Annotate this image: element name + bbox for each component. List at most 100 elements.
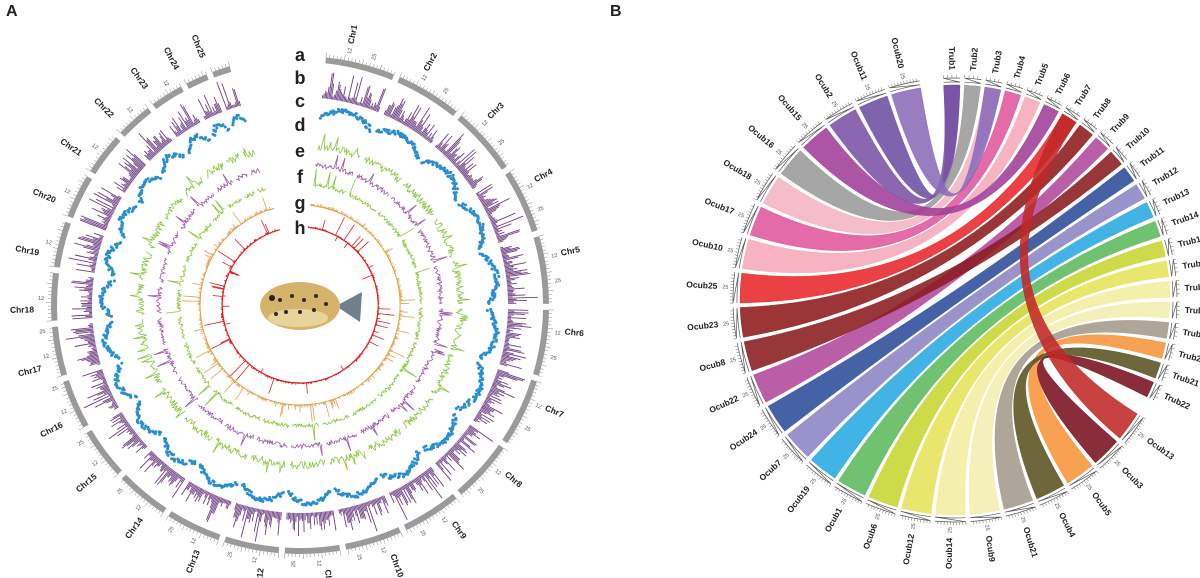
scale-ticks: [1161, 217, 1169, 231]
track-line: [225, 152, 240, 164]
chromosome-label: Ocub5: [1090, 490, 1114, 518]
track-g: [318, 396, 341, 418]
chromosome-label: Ocub7: [757, 457, 783, 482]
scale-ticks: [45, 52, 555, 560]
track-line: [349, 178, 377, 212]
track-g: [203, 250, 215, 270]
scale-label: 12: [161, 79, 169, 87]
chromosome-outline: [1037, 487, 1068, 506]
track-line: [234, 406, 260, 421]
chromosome-outline: [1045, 97, 1063, 110]
fish-spot: [298, 310, 302, 314]
chromosome-outline: [1138, 180, 1151, 198]
scale-label: 25: [355, 554, 362, 561]
track-line: [185, 175, 203, 197]
chromosome-outline: [1171, 301, 1178, 319]
track-h: [234, 239, 253, 251]
scale-label: 25: [537, 206, 545, 214]
chromosome-outline: [743, 203, 759, 235]
track-line: [133, 319, 149, 353]
track-g: [195, 336, 213, 359]
chromosome-label: Chr5: [560, 244, 581, 258]
scale-label: 25: [227, 551, 234, 559]
scale-ticks: [1046, 95, 1061, 104]
scale-ticks: [1008, 506, 1037, 519]
chromosome-band: [120, 107, 152, 137]
chromosome-label: Ocub9: [984, 535, 998, 563]
track-line: [184, 417, 213, 442]
track-g: [383, 335, 405, 363]
track-line: [141, 221, 166, 249]
track-g: [232, 211, 253, 225]
track-line: [262, 418, 290, 429]
scale-label: 25: [476, 487, 485, 496]
chromosome-outline: [1112, 146, 1128, 163]
chromosome-label: Ocub11: [849, 49, 870, 81]
synteny-ribbon: [743, 151, 1122, 371]
chromosome-outline: [1025, 89, 1043, 101]
chromosome-label: Chr24: [162, 45, 182, 71]
synteny-ribbon: [753, 137, 1109, 403]
scale-label: 25: [910, 523, 917, 530]
chromosome-label: Ocub10: [691, 237, 724, 254]
chromosome-label: Ocub1: [823, 506, 845, 534]
chromosome-outline: [1069, 467, 1097, 490]
chromosome-label: Trub10: [1124, 125, 1152, 151]
chromosome-band: [152, 86, 184, 110]
chromosome-label: Trub7: [1073, 82, 1094, 107]
chromosome-label: Ocub18: [722, 157, 754, 182]
track-line: [434, 218, 455, 258]
chromosome-outline: [735, 237, 747, 269]
scale-ticks: [1174, 322, 1179, 337]
chromosome-label: Ocub13: [1145, 435, 1176, 462]
fish-spot: [312, 308, 316, 312]
synteny-ribbon: [739, 124, 1093, 338]
track-g: [340, 210, 367, 228]
track-line: [329, 449, 366, 471]
chromosome-band: [90, 137, 121, 175]
chromosome-band: [212, 66, 232, 78]
scale-label: 25: [418, 529, 426, 537]
scale-label: 12: [38, 296, 44, 302]
track-h-base: [221, 226, 379, 384]
chromosome-label: Trub9: [1108, 111, 1131, 135]
scale-ticks: [1042, 491, 1070, 507]
track-line: [158, 257, 168, 284]
synteny-ribbon: [829, 84, 961, 204]
track-line: [129, 251, 153, 281]
chromosome-label: Trub19: [1182, 327, 1200, 341]
chromosome-label: Trub16: [1182, 257, 1200, 271]
track-line: [415, 348, 446, 383]
scale-ticks: [1142, 178, 1152, 192]
chromosome-outline: [1169, 322, 1177, 340]
track-label: b: [295, 68, 306, 88]
scale-label: 12: [379, 547, 387, 555]
scale-ticks: [734, 345, 746, 375]
track-g: [364, 362, 385, 383]
track-label: g: [295, 193, 306, 213]
chromosome-band: [533, 236, 549, 304]
chromosome-label: Ocub19: [785, 484, 812, 515]
track-line: [158, 231, 179, 255]
panel-label: A: [6, 3, 18, 20]
chromosome-label: Ocub22: [708, 393, 741, 415]
scale-ticks: [1027, 87, 1041, 95]
track-line: [175, 208, 196, 230]
chromosome-outline: [943, 77, 961, 83]
track-line: [389, 385, 416, 413]
scale-label: 12: [91, 460, 100, 468]
track-line: [256, 186, 266, 194]
scale-label: 25: [948, 527, 954, 533]
scale-ticks: [1168, 237, 1175, 252]
track-line: [390, 197, 426, 227]
track-line: [291, 441, 323, 456]
chromosome-outline: [1148, 199, 1161, 217]
track-h: [331, 217, 355, 249]
track-line: [195, 367, 212, 396]
scale-label: 12: [63, 188, 71, 196]
scale-label: 25: [983, 524, 990, 531]
track-line: [204, 389, 234, 406]
fish-belly: [268, 309, 328, 327]
chromosome-band: [121, 474, 167, 514]
